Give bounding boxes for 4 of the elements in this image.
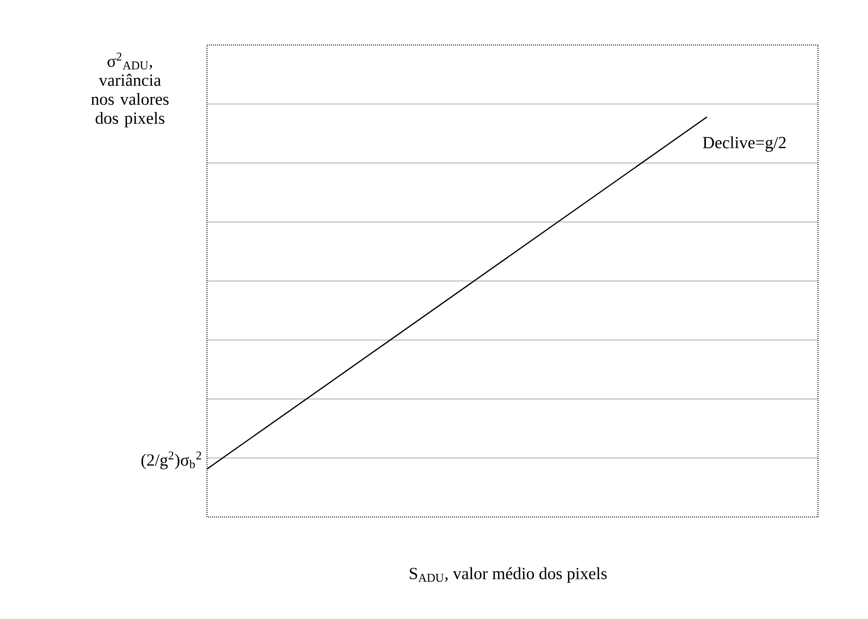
annotation: Declive=g/2 — [702, 136, 786, 152]
text: (2/g$^{2}$)σ$_{b}$2 — [141, 451, 202, 470]
y-axis-title: σ$^{2}$$_{ADU}$, variância nos valores dos pixels — [91, 52, 169, 128]
x-axis-title: S$_{ADU}$, valor médio dos pixels — [410, 567, 607, 583]
